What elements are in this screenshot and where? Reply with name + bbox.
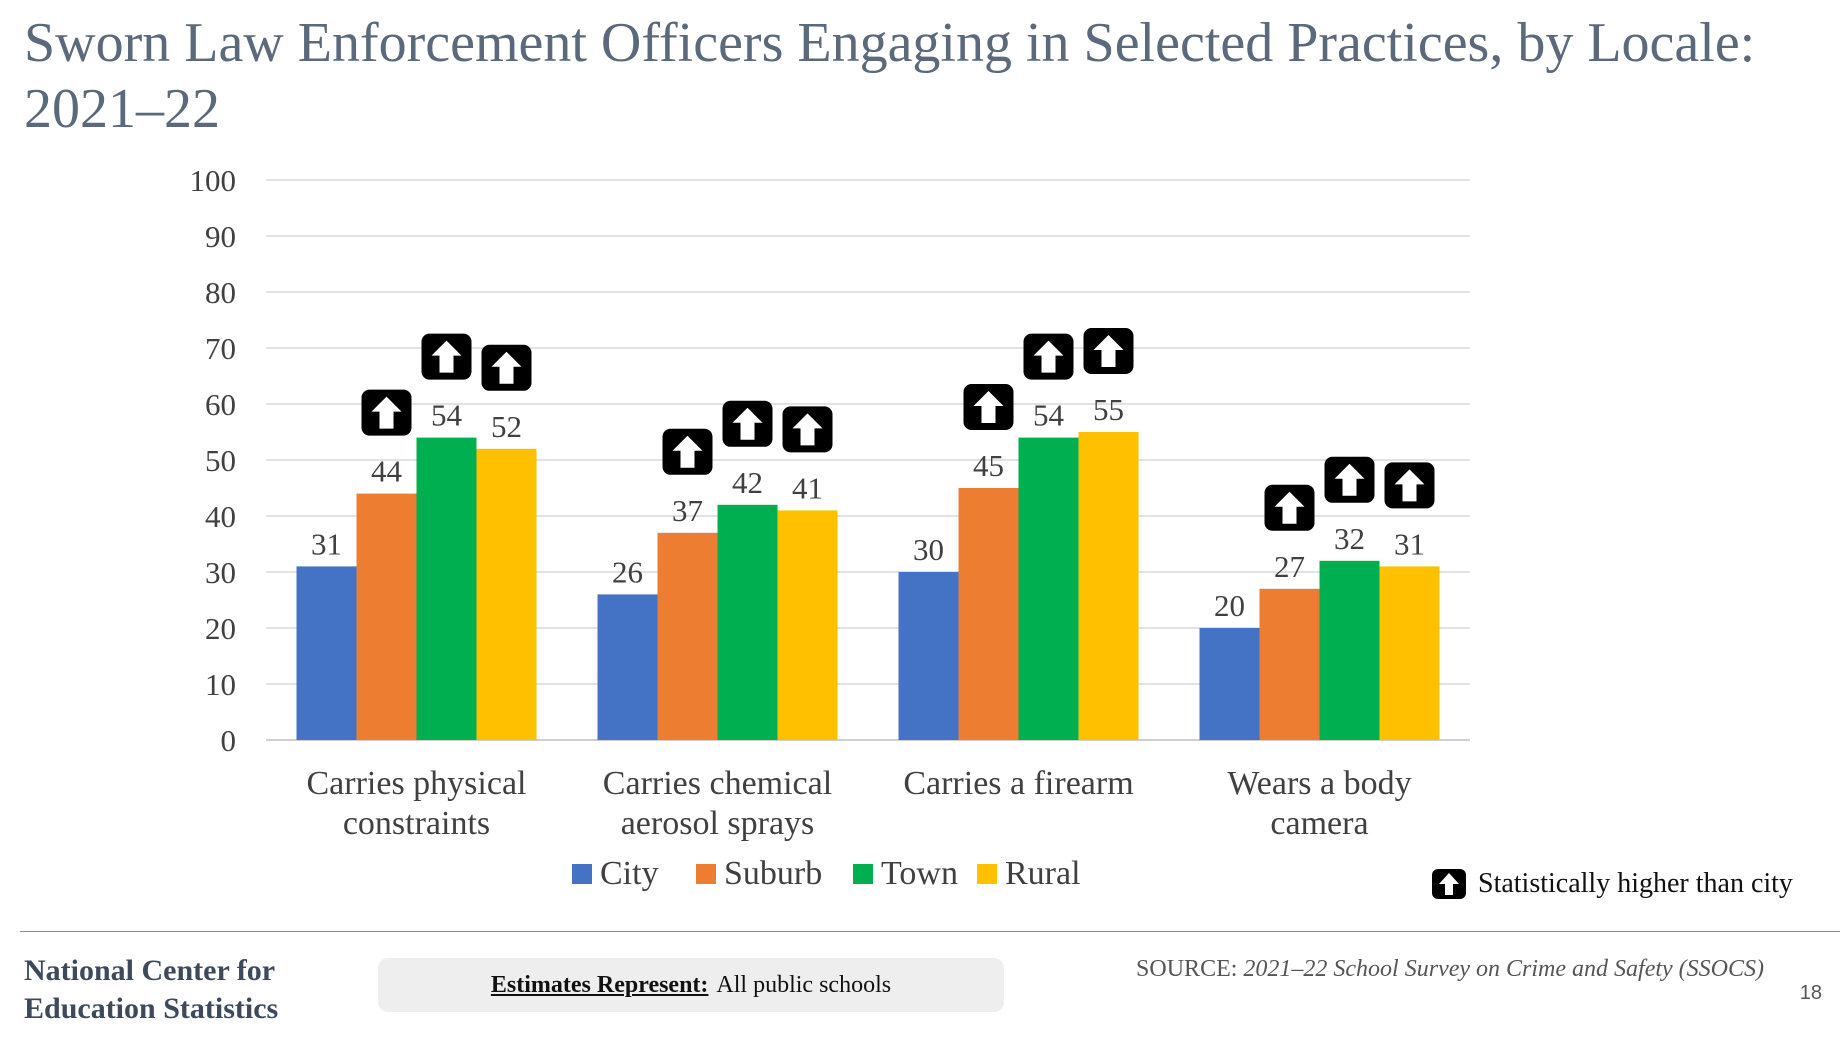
page-number: 18 [1799,982,1822,1004]
data-label: 54 [431,398,463,433]
bar [597,594,658,740]
up-arrow-icon [722,400,773,447]
up-arrow-icon [421,333,472,380]
legend-label: Town [881,855,958,892]
source-label: SOURCE: [1136,956,1238,982]
up-arrow-icon [662,428,713,475]
bar [1319,560,1380,740]
estimates-label: Estimates Represent: [490,971,709,998]
up-arrow-icon [361,389,412,436]
up-arrow-icon [1083,328,1134,374]
category-label: Carries a firearm [903,765,1133,802]
up-arrow-icon [1432,869,1466,899]
org-line-2: Education Statistics [24,992,279,1025]
org-line-1: National Center for [24,954,276,987]
data-label: 20 [1214,588,1245,623]
significance-legend-label: Statistically higher than city [1478,868,1793,899]
bar [898,572,959,740]
source-value: 2021–22 School Survey on Crime and Safet… [1243,956,1764,982]
data-label: 30 [913,532,944,567]
data-label: 41 [792,470,823,505]
data-label: 55 [1093,392,1124,427]
legend-label: Suburb [724,855,822,892]
page-title: Sworn Law Enforcement Officers Engaging … [24,12,1756,140]
bar [416,437,477,740]
bar [717,504,778,740]
data-label: 37 [672,493,703,528]
bar [1018,437,1079,740]
y-tick-label: 70 [205,331,236,366]
data-label: 52 [491,409,522,444]
y-tick-label: 0 [221,723,237,758]
legend-label: City [600,855,659,892]
category-label: Carries physical [307,765,527,802]
bar [296,566,357,740]
legend-swatch [977,864,997,884]
y-tick-label: 40 [205,499,236,534]
y-tick-label: 90 [205,219,236,254]
y-tick-label: 60 [205,387,236,422]
bar [1379,566,1440,740]
bar [356,493,417,740]
data-label: 54 [1033,398,1065,433]
category-label: Carries chemical [603,765,832,802]
data-label: 32 [1334,521,1365,556]
up-arrow-icon [782,406,833,453]
bar [958,488,1019,740]
bar [657,532,718,740]
source-note: SOURCE: 2021–22 School Survey on Crime a… [1136,956,1764,983]
bar-chart: 0 10 20 30 40 50 60 70 80 90 100 31 44 54 52 Carries ph… [190,163,1470,892]
y-tick-label: 30 [205,555,236,590]
data-label: 44 [371,454,403,489]
significance-legend: Statistically higher than city [1432,868,1793,900]
category-label: constraints [343,805,490,842]
bar [476,448,537,740]
up-arrow-icon [1023,333,1074,380]
category-label: aerosol sprays [621,805,815,842]
up-arrow-icon [481,344,532,391]
up-arrow-icon [1264,484,1315,531]
y-tick-label: 80 [205,275,236,310]
legend-label: Rural [1005,855,1081,892]
category-label: camera [1270,805,1368,842]
y-tick-label: 20 [205,611,236,646]
data-label: 45 [973,448,1004,483]
bar [1259,588,1320,740]
category-label: Wears a body [1227,765,1411,802]
y-tick-label: 100 [190,163,237,198]
up-arrow-icon [1384,462,1435,509]
bar [1199,628,1260,740]
data-label: 42 [732,465,763,500]
up-arrow-icon [1324,456,1375,503]
y-tick-label: 10 [205,667,236,702]
legend-swatch [572,864,592,884]
estimates-value: All public schools [716,971,892,998]
legend-swatch [853,864,873,884]
organization-name: National Center for Education Statistics [24,952,278,1028]
bar [1078,432,1139,740]
estimates-box: Estimates Represent: All public schools [378,958,1004,1012]
bar [777,510,838,740]
y-tick-label: 50 [205,443,236,478]
data-label: 26 [612,554,643,589]
data-label: 31 [1394,526,1425,561]
footer-divider [20,931,1840,932]
data-label: 27 [1274,549,1305,584]
data-label: 31 [311,526,342,561]
legend-swatch [696,864,716,884]
up-arrow-icon [963,384,1014,430]
